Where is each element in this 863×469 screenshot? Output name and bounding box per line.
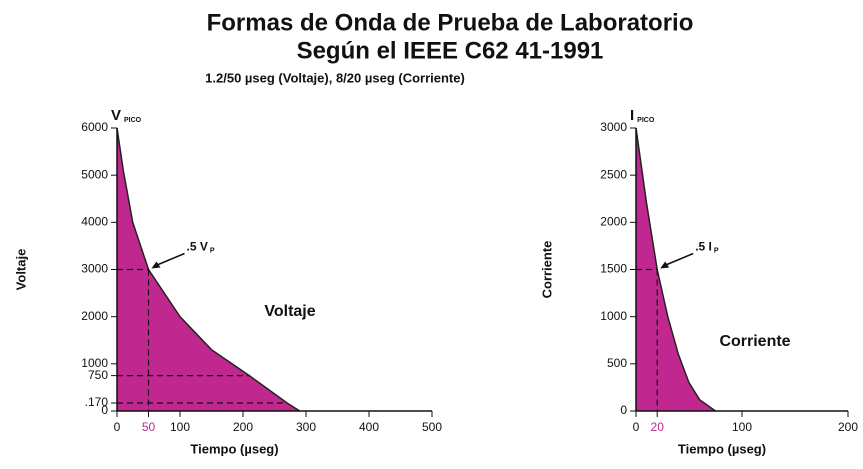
x-tick-label: 300	[296, 420, 316, 434]
x-axis-label: Tiempo (µseg)	[678, 441, 766, 456]
curve	[635, 127, 716, 412]
peak-label: V PICO	[111, 107, 142, 124]
y-tick-label: 1000	[81, 356, 108, 370]
annotation-text: .5 V	[187, 240, 208, 254]
x-tick-label: 200	[233, 420, 253, 434]
y-tick-label: 2000	[600, 215, 627, 229]
y-tick-label: 0	[620, 403, 627, 417]
x-tick-label: 200	[838, 420, 858, 434]
curve-label: Voltaje	[264, 303, 315, 320]
annotation-arrow	[661, 252, 694, 268]
y-tick-label: 2000	[81, 309, 108, 323]
curve	[116, 127, 301, 412]
area-fill	[117, 128, 300, 411]
x-tick-label: 0	[633, 420, 640, 434]
x-tick-label: 20	[651, 420, 665, 434]
x-tick-label: 100	[732, 420, 752, 434]
peak-symbol: I	[630, 107, 634, 124]
peak-symbol: V	[111, 107, 121, 124]
title-line: Formas de Onda de Prueba de Laboratorio	[207, 9, 694, 36]
x-tick-label: 0	[114, 420, 121, 434]
y-tick-label: 3000	[600, 120, 627, 134]
y-tick-label: 1000	[600, 309, 627, 323]
y-tick-label: 1500	[600, 262, 627, 276]
title-line: Según el IEEE C62 41-1991	[297, 37, 604, 64]
x-tick-label: 400	[359, 420, 379, 434]
y-axis-label: Voltaje	[13, 249, 28, 291]
arrow-head	[660, 261, 670, 269]
curve-label: Corriente	[719, 333, 790, 350]
x-axis-label: Tiempo (µseg)	[190, 441, 278, 456]
y-tick-label: 750	[88, 368, 108, 382]
y-tick-label: 0	[101, 403, 108, 417]
x-tick-label: 500	[422, 420, 442, 434]
x-tick-label: 50	[142, 420, 156, 434]
annotation-arrow	[153, 252, 185, 268]
annotation-subscript: P	[714, 247, 719, 254]
y-tick-label: 3000	[81, 262, 108, 276]
y-tick-label: 4000	[81, 215, 108, 229]
area-fill	[636, 128, 716, 411]
peak-subscript: PICO	[637, 117, 655, 124]
y-tick-label: 500	[607, 356, 627, 370]
y-tick-label: 5000	[81, 167, 108, 181]
arrow-head	[151, 261, 161, 269]
peak-label: I PICO	[630, 107, 655, 124]
y-tick-label: 6000	[81, 120, 108, 134]
y-tick-label: .170	[85, 395, 109, 409]
y-tick-label: 2500	[600, 167, 627, 181]
x-tick-label: 100	[170, 420, 190, 434]
subtitle: 1.2/50 µseg (Voltaje), 8/20 µseg (Corrie…	[205, 70, 465, 85]
annotation-subscript: P	[210, 247, 215, 254]
y-axis-label: Corriente	[539, 241, 554, 299]
annotation-text: .5 I	[695, 240, 712, 254]
peak-subscript: PICO	[124, 117, 142, 124]
